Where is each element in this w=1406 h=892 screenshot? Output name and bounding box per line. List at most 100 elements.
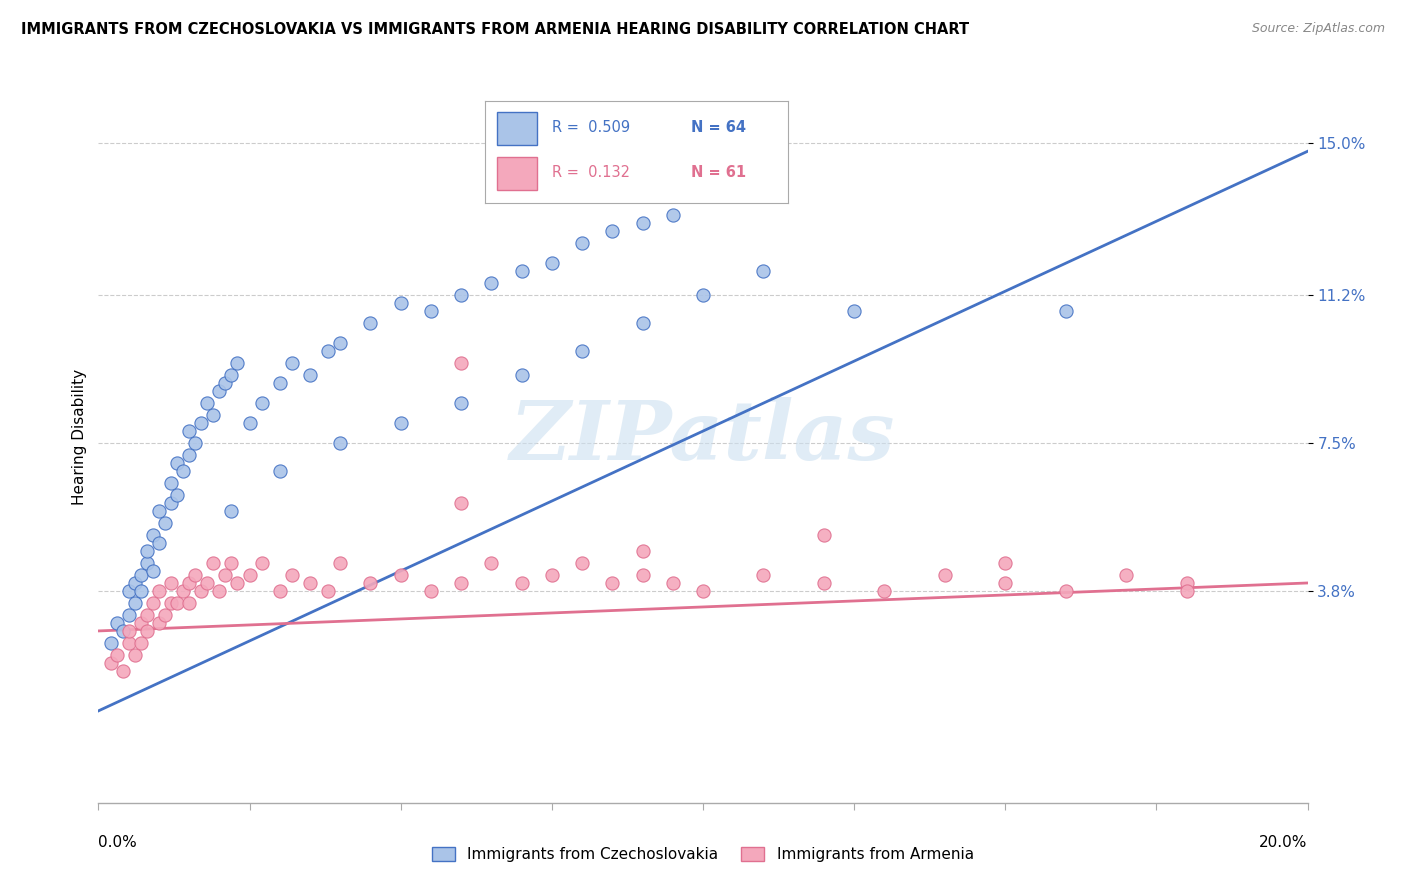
Point — [329, 556, 352, 570]
Point — [299, 368, 322, 383]
Point — [166, 456, 188, 470]
Point — [129, 568, 152, 582]
Point — [129, 584, 152, 599]
Point — [481, 276, 503, 290]
Point — [202, 556, 225, 570]
Point — [160, 576, 183, 591]
Point — [1054, 304, 1077, 318]
Point — [813, 528, 835, 542]
Point — [661, 208, 683, 222]
Point — [129, 615, 152, 630]
Point — [129, 636, 152, 650]
Text: 0.0%: 0.0% — [98, 835, 138, 850]
Point — [202, 408, 225, 422]
Point — [184, 436, 207, 450]
Point — [1115, 568, 1137, 582]
Point — [994, 556, 1017, 570]
Point — [281, 568, 304, 582]
Text: Source: ZipAtlas.com: Source: ZipAtlas.com — [1251, 22, 1385, 36]
Point — [135, 544, 157, 558]
Point — [481, 556, 503, 570]
Point — [221, 368, 243, 383]
Point — [190, 416, 212, 430]
Point — [602, 576, 624, 591]
Point — [111, 664, 134, 678]
Point — [118, 607, 141, 622]
Point — [269, 464, 291, 478]
Text: ZIPatlas: ZIPatlas — [510, 397, 896, 477]
Point — [172, 584, 194, 599]
Point — [111, 624, 134, 638]
Point — [316, 344, 339, 359]
Y-axis label: Hearing Disability: Hearing Disability — [72, 369, 87, 505]
Point — [360, 316, 382, 330]
Point — [118, 636, 141, 650]
Point — [166, 596, 188, 610]
Point — [389, 416, 412, 430]
Point — [752, 264, 775, 278]
Point — [195, 396, 218, 410]
Point — [160, 476, 183, 491]
Point — [179, 448, 201, 462]
Point — [135, 556, 157, 570]
Point — [571, 344, 593, 359]
Point — [179, 576, 201, 591]
Legend: Immigrants from Czechoslovakia, Immigrants from Armenia: Immigrants from Czechoslovakia, Immigran… — [426, 841, 980, 868]
Point — [450, 396, 472, 410]
Point — [226, 576, 249, 591]
Point — [510, 368, 533, 383]
Point — [124, 648, 146, 662]
Point — [221, 556, 243, 570]
Point — [269, 584, 291, 599]
Point — [450, 496, 472, 510]
Point — [250, 396, 273, 410]
Point — [142, 564, 165, 578]
Point — [420, 304, 443, 318]
Point — [221, 504, 243, 518]
Point — [1175, 584, 1198, 599]
Point — [208, 584, 231, 599]
Point — [692, 184, 714, 198]
Point — [226, 356, 249, 370]
Text: 20.0%: 20.0% — [1260, 835, 1308, 850]
Point — [105, 648, 128, 662]
Point — [148, 504, 170, 518]
Point — [100, 636, 122, 650]
Point — [602, 224, 624, 238]
Point — [934, 568, 956, 582]
Point — [142, 528, 165, 542]
Point — [118, 624, 141, 638]
Point — [250, 556, 273, 570]
Point — [148, 615, 170, 630]
Point — [450, 288, 472, 302]
Point — [571, 236, 593, 251]
Point — [214, 376, 236, 391]
Point — [179, 596, 201, 610]
Point — [184, 568, 207, 582]
Point — [571, 556, 593, 570]
Point — [540, 256, 562, 270]
Point — [269, 376, 291, 391]
Point — [153, 516, 176, 530]
Point — [994, 576, 1017, 591]
Point — [450, 356, 472, 370]
Point — [160, 496, 183, 510]
Point — [631, 568, 654, 582]
Point — [172, 464, 194, 478]
Point — [214, 568, 236, 582]
Point — [281, 356, 304, 370]
Point — [329, 436, 352, 450]
Point — [692, 288, 714, 302]
Point — [239, 416, 262, 430]
Point — [135, 624, 157, 638]
Point — [631, 316, 654, 330]
Point — [1175, 576, 1198, 591]
Point — [329, 336, 352, 351]
Point — [692, 584, 714, 599]
Point — [510, 264, 533, 278]
Point — [208, 384, 231, 398]
Point — [389, 296, 412, 310]
Point — [105, 615, 128, 630]
Point — [166, 488, 188, 502]
Point — [631, 544, 654, 558]
